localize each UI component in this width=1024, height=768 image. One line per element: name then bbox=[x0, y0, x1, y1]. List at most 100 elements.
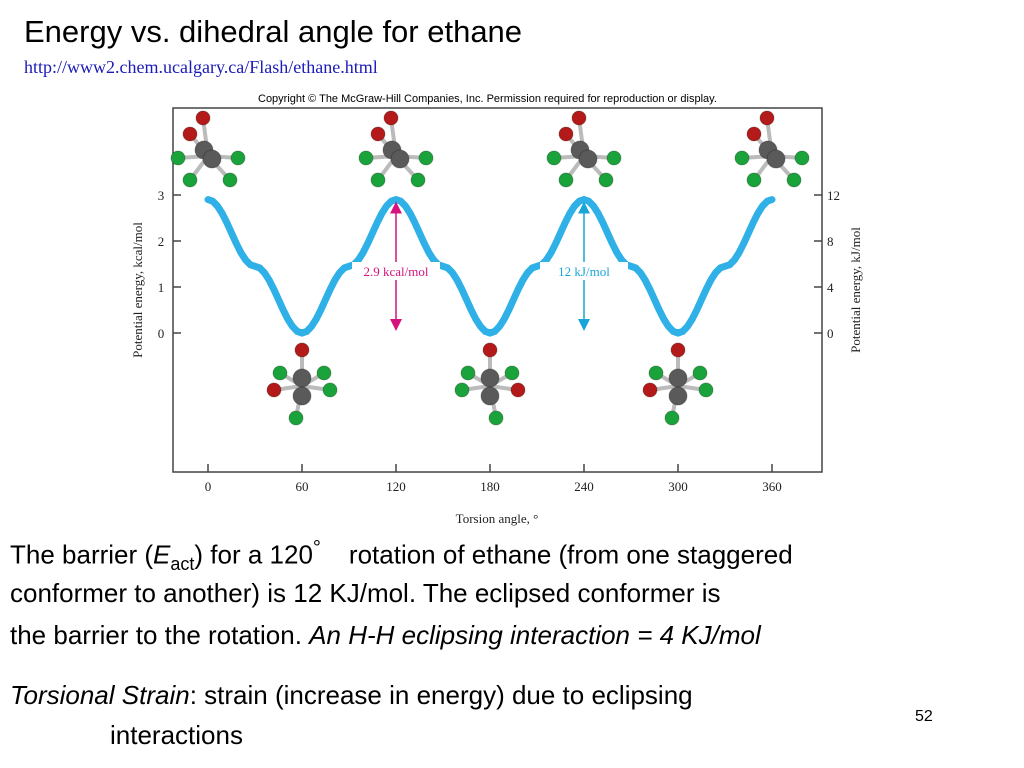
y-right-tick-label-4: 4 bbox=[827, 280, 834, 295]
methyl-atom-e1-0 bbox=[383, 110, 399, 126]
y-axis-label-left: Potential energy, kcal/mol bbox=[130, 222, 145, 358]
body-text: rotation of ethane (from one staggered bbox=[348, 539, 793, 570]
eact-subscript: act bbox=[170, 553, 195, 574]
hydrogen-atom-e3-4 bbox=[746, 172, 762, 188]
x-axis-label: Torsion angle, ° bbox=[456, 511, 539, 526]
annotation-label-0: 2.9 kcal/mol bbox=[364, 264, 429, 279]
hydrogen-atom-s0-2 bbox=[316, 365, 332, 381]
hydrogen-atom-s0-3 bbox=[288, 410, 304, 426]
energy-curve bbox=[204, 195, 776, 337]
annotation-bg-0 bbox=[352, 262, 440, 280]
hydrogen-atom-s1-1 bbox=[504, 365, 520, 381]
hydrogen-atom-e0-2 bbox=[170, 150, 186, 166]
hydrogen-atom-e1-5 bbox=[410, 172, 426, 188]
methyl-atom-s2-0 bbox=[670, 342, 686, 358]
body-text: the barrier to the rotation. bbox=[10, 620, 310, 650]
carbon-atom-e1-b bbox=[390, 149, 410, 169]
hydrogen-atom-s1-2 bbox=[460, 365, 476, 381]
x-tick-label-0: 0 bbox=[205, 479, 212, 494]
hydrogen-atom-e0-4 bbox=[182, 172, 198, 188]
torsional-strain-paragraph: Torsional Strain: strain (increase in en… bbox=[10, 682, 693, 748]
y-right-tick-label-8: 8 bbox=[827, 234, 834, 249]
hydrogen-atom-s2-1 bbox=[648, 365, 664, 381]
y-right-tick-label-0: 0 bbox=[827, 326, 834, 341]
body-line-2: conformer to another) is 12 KJ/mol. The … bbox=[10, 578, 721, 608]
y-left-tick-label-1: 1 bbox=[158, 280, 165, 295]
carbon-atom-e3-b bbox=[766, 149, 786, 169]
carbon-atom-s2-a bbox=[668, 368, 688, 388]
methyl-atom-s0-4 bbox=[266, 382, 282, 398]
methyl-atom-e2-0 bbox=[571, 110, 587, 126]
annotation-label-1: 12 kJ/mol bbox=[558, 264, 610, 279]
body-text: The barrier ( bbox=[10, 539, 154, 570]
hydrogen-atom-e0-5 bbox=[222, 172, 238, 188]
x-tick-label-180: 180 bbox=[480, 479, 500, 494]
hydrogen-atom-e1-3 bbox=[418, 150, 434, 166]
y-right-tick-label-12: 12 bbox=[827, 188, 840, 203]
y-left-tick-label-2: 2 bbox=[158, 234, 165, 249]
methyl-atom-s2-4 bbox=[642, 382, 658, 398]
x-tick-label-240: 240 bbox=[574, 479, 594, 494]
hydrogen-atom-s2-5 bbox=[698, 382, 714, 398]
methyl-atom-e2-1 bbox=[558, 126, 574, 142]
slide-title: Energy vs. dihedral angle for ethane bbox=[24, 14, 523, 49]
methyl-atom-e0-1 bbox=[182, 126, 198, 142]
methyl-atom-e3-0 bbox=[759, 110, 775, 126]
methyl-atom-s1-0 bbox=[482, 342, 498, 358]
eclipsing-interaction-text: An H-H eclipsing interaction = 4 KJ/mol bbox=[309, 620, 761, 650]
copyright-notice: Copyright © The McGraw-Hill Companies, I… bbox=[258, 93, 717, 105]
carbon-atom-s1-b bbox=[480, 386, 500, 406]
hydrogen-atom-e3-3 bbox=[794, 150, 810, 166]
methyl-atom-s1-4 bbox=[510, 382, 526, 398]
carbon-atom-s0-a bbox=[292, 368, 312, 388]
hydrogen-atom-s1-3 bbox=[488, 410, 504, 426]
barrier-paragraph: The barrier (Eact) for a 120° rotation of… bbox=[10, 538, 793, 664]
methyl-atom-e0-0 bbox=[195, 110, 211, 126]
hydrogen-atom-e1-2 bbox=[358, 150, 374, 166]
y-axis-label-right: Potential energy, kJ/mol bbox=[848, 227, 863, 353]
source-url[interactable]: http://www2.chem.ucalgary.ca/Flash/ethan… bbox=[24, 57, 378, 77]
eact-symbol: E bbox=[153, 539, 171, 570]
body-line-1: The barrier (Eact) for a 120° rotation of… bbox=[10, 538, 793, 580]
annotation-bg-1 bbox=[540, 262, 628, 280]
x-tick-label-120: 120 bbox=[386, 479, 406, 494]
hydrogen-atom-s2-2 bbox=[692, 365, 708, 381]
carbon-atom-s1-a bbox=[480, 368, 500, 388]
hydrogen-atom-e3-2 bbox=[734, 150, 750, 166]
hydrogen-atom-e2-3 bbox=[606, 150, 622, 166]
y-left-tick-label-3: 3 bbox=[158, 188, 165, 203]
torsional-strain-term: Torsional Strain bbox=[10, 680, 190, 710]
hydrogen-atom-s0-5 bbox=[322, 382, 338, 398]
carbon-atom-e0-b bbox=[202, 149, 222, 169]
strain-definition-cont: interactions bbox=[110, 720, 243, 750]
y-left-tick-label-0: 0 bbox=[158, 326, 165, 341]
body-text: ) for a 120 bbox=[194, 539, 313, 570]
annotation-group: 2.9 kcal/mol 12 kJ/mol bbox=[352, 201, 628, 331]
hydrogen-atom-e3-5 bbox=[786, 172, 802, 188]
x-tick-label-300: 300 bbox=[668, 479, 688, 494]
methyl-atom-e3-1 bbox=[746, 126, 762, 142]
molecule-group bbox=[170, 110, 810, 426]
plot-frame bbox=[172, 107, 823, 473]
energy-curve-group bbox=[204, 195, 776, 337]
strain-definition: : strain (increase in energy) due to ecl… bbox=[189, 680, 693, 710]
methyl-atom-e1-1 bbox=[370, 126, 386, 142]
carbon-atom-e2-b bbox=[578, 149, 598, 169]
hydrogen-atom-e2-4 bbox=[558, 172, 574, 188]
hydrogen-atom-e0-3 bbox=[230, 150, 246, 166]
page-number: 52 bbox=[915, 708, 933, 725]
carbon-atom-s2-b bbox=[668, 386, 688, 406]
carbon-atom-s0-b bbox=[292, 386, 312, 406]
methyl-atom-s0-0 bbox=[294, 342, 310, 358]
x-tick-label-360: 360 bbox=[762, 479, 782, 494]
hydrogen-atom-e1-4 bbox=[370, 172, 386, 188]
hydrogen-atom-s2-3 bbox=[664, 410, 680, 426]
hydrogen-atom-e2-2 bbox=[546, 150, 562, 166]
body-line-3: the barrier to the rotation. An H-H ecli… bbox=[10, 622, 793, 664]
x-tick-label-60: 60 bbox=[296, 479, 309, 494]
hydrogen-atom-s0-1 bbox=[272, 365, 288, 381]
chart-frame bbox=[172, 107, 823, 473]
hydrogen-atom-s1-5 bbox=[454, 382, 470, 398]
